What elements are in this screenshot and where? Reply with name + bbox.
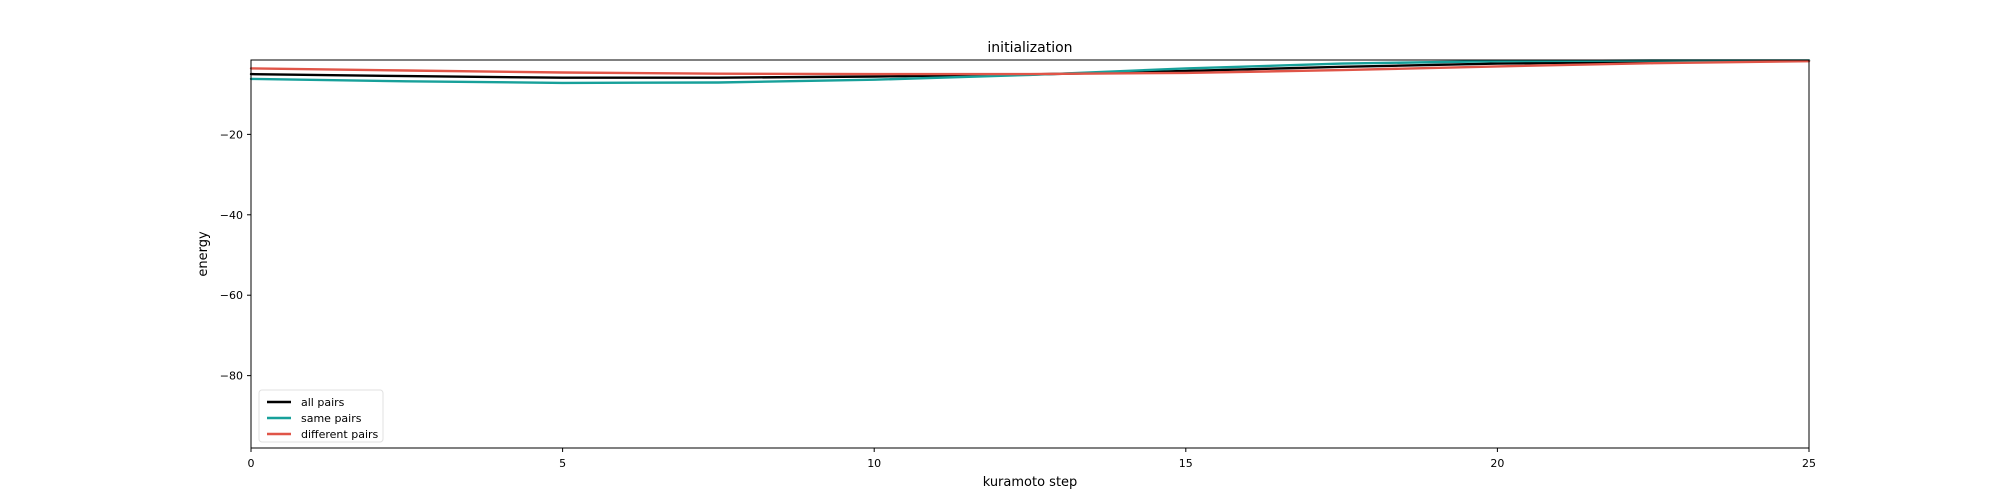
x-tick-label: 15 xyxy=(1179,457,1193,470)
x-tick-label: 25 xyxy=(1802,457,1816,470)
series-line-different-pairs xyxy=(249,60,1811,76)
chart-title: initialization xyxy=(987,40,1072,56)
y-axis: −20 −40 −60 −80 xyxy=(220,128,251,383)
x-axis-label: kuramoto step xyxy=(983,475,1078,490)
legend-label: different pairs xyxy=(301,428,379,441)
plot-frame xyxy=(250,59,1810,449)
x-axis: 0 5 10 15 20 25 xyxy=(248,448,1816,470)
legend-label: all pairs xyxy=(301,396,345,409)
x-tick-label: 0 xyxy=(248,457,255,470)
y-axis-label: energy xyxy=(196,231,211,277)
x-tick-label: 5 xyxy=(559,457,566,470)
legend-label: same pairs xyxy=(301,412,362,425)
legend: all pairs same pairs different pairs xyxy=(258,389,384,443)
x-tick-label: 20 xyxy=(1490,457,1504,470)
series-layer xyxy=(249,59,1811,85)
y-tick-label: −80 xyxy=(220,370,243,383)
x-tick-label: 10 xyxy=(867,457,881,470)
y-tick-label: −40 xyxy=(220,209,243,222)
y-tick-label: −60 xyxy=(220,289,243,302)
y-tick-label: −20 xyxy=(220,128,243,141)
